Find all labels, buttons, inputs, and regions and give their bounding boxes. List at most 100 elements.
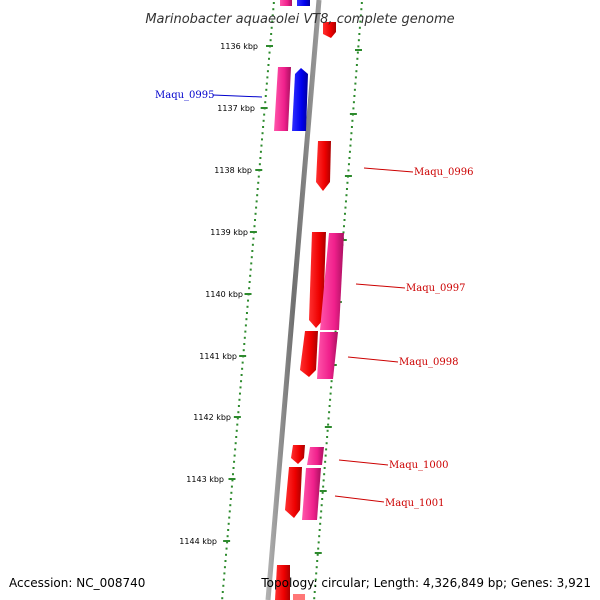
gene-magenta-1001[interactable] <box>302 468 321 520</box>
kbp-tick-labels: 1136 kbp 1137 kbp 1138 kbp 1139 kbp 1140… <box>179 42 258 546</box>
rail-dot-left <box>226 535 229 538</box>
rail-dot-right <box>327 423 330 426</box>
kbp-label-1144: 1144 kbp <box>179 537 217 546</box>
gene-blue-0995[interactable] <box>292 68 308 131</box>
gene-magenta-0998[interactable] <box>317 332 338 379</box>
topology-text: Topology: circular; Length: 4,326,849 bp… <box>260 576 591 590</box>
gene-leader-lines <box>212 94 414 503</box>
rail-dot-left <box>223 572 226 575</box>
gene-red-top[interactable] <box>323 22 336 38</box>
rail-dot-left <box>227 529 230 531</box>
rail-dot-right <box>329 398 332 401</box>
rail-dot-left <box>271 20 274 23</box>
gene-red-0996[interactable] <box>316 141 331 191</box>
rail-dot-left <box>233 454 236 457</box>
leader-1000 <box>338 459 389 466</box>
gene-label-maqu-0996[interactable]: Maqu_0996 <box>414 167 474 178</box>
rail-dot-right <box>346 181 349 184</box>
rail-dot-right <box>314 584 317 587</box>
rail-dot-left <box>227 522 230 525</box>
rail-dot-left <box>234 442 237 445</box>
rail-dot-right <box>355 64 358 66</box>
rail-dot-left <box>231 479 234 482</box>
rail-dot-left <box>223 566 226 569</box>
gene-magenta-1000[interactable] <box>307 447 324 465</box>
rail-dot-left <box>264 101 267 104</box>
rail-dot-right <box>354 76 357 79</box>
rail-dot-left <box>249 268 252 271</box>
gene-red-1001[interactable] <box>285 467 302 518</box>
rail-dot-left <box>267 64 270 66</box>
rail-dot-right <box>353 88 356 91</box>
rail-dot-left <box>266 70 269 73</box>
leader-0997 <box>355 283 406 289</box>
gene-label-maqu-0997[interactable]: Maqu_0997 <box>406 283 466 294</box>
genome-backbone <box>265 0 322 600</box>
gene-label-maqu-1000[interactable]: Maqu_1000 <box>389 460 449 471</box>
gene-blue-top[interactable] <box>297 0 310 6</box>
rail-dot-left <box>265 88 268 91</box>
rail-dot-right <box>355 70 358 73</box>
rail-dot-right <box>334 330 337 333</box>
rail-dot-right <box>328 411 331 414</box>
major-tick-right <box>324 426 332 428</box>
rail-dot-right <box>315 566 318 569</box>
rail-dot-left <box>253 225 256 228</box>
rail-dot-right <box>347 169 350 172</box>
rail-dot-left <box>235 436 238 438</box>
rail-dot-right <box>350 132 353 135</box>
rail-dot-left <box>247 299 250 302</box>
rail-dot-left <box>259 150 262 153</box>
kbp-label-1140: 1140 kbp <box>205 290 243 299</box>
rail-dot-left <box>226 541 229 544</box>
rail-dot-left <box>263 113 266 116</box>
rail-dot-right <box>350 126 353 128</box>
gene-label-maqu-0995[interactable]: Maqu_0995 <box>155 90 215 101</box>
gene-red-1000[interactable] <box>291 445 305 464</box>
major-tick-left <box>255 169 263 171</box>
gene-label-maqu-0998[interactable]: Maqu_0998 <box>399 357 459 368</box>
rail-dot-right <box>321 491 324 494</box>
gene-magenta-0997[interactable] <box>320 233 344 330</box>
major-tick-right <box>355 49 362 51</box>
rail-dot-left <box>272 8 275 11</box>
leader-1001 <box>334 495 385 503</box>
rail-dot-left <box>249 274 252 277</box>
gene-label-maqu-1001[interactable]: Maqu_1001 <box>385 498 445 509</box>
rail-dot-left <box>258 163 261 166</box>
gene-magenta-top[interactable] <box>280 0 292 6</box>
rail-dot-left <box>239 386 242 389</box>
rail-dot-right <box>319 522 322 525</box>
rail-dot-left <box>225 553 228 556</box>
major-tick-left <box>244 293 252 295</box>
gene-red-0997b[interactable] <box>300 331 318 377</box>
rail-dot-left <box>236 417 239 420</box>
gene-magenta-0995-neighbor[interactable] <box>274 67 291 131</box>
rail-dot-right <box>345 194 348 197</box>
rail-dot-right <box>322 485 325 488</box>
rail-dot-left <box>230 485 233 488</box>
rail-dot-right <box>330 380 333 383</box>
rail-dot-left <box>267 57 270 60</box>
rail-dot-left <box>250 256 253 259</box>
rail-dot-left <box>241 367 244 370</box>
rail-dot-left <box>242 349 245 352</box>
rail-dot-right <box>343 212 346 215</box>
rail-dot-left <box>261 132 264 135</box>
gene-pink-bottom[interactable] <box>293 594 305 600</box>
gene-red-bottom[interactable] <box>275 565 290 600</box>
rail-dot-right <box>353 95 356 97</box>
rail-dot-right <box>345 188 348 190</box>
rail-dot-left <box>240 380 243 383</box>
rail-dot-left <box>268 51 271 54</box>
kbp-label-1142: 1142 kbp <box>193 413 231 422</box>
rail-dot-right <box>323 467 326 469</box>
rail-dot-right <box>317 547 320 550</box>
rail-dot-left <box>244 324 247 327</box>
gene-red-0997a[interactable] <box>309 232 326 328</box>
rail-dot-left <box>221 597 224 600</box>
rail-dot-left <box>241 361 244 364</box>
rail-dot-left <box>244 330 247 333</box>
rail-dot-left <box>254 212 257 215</box>
